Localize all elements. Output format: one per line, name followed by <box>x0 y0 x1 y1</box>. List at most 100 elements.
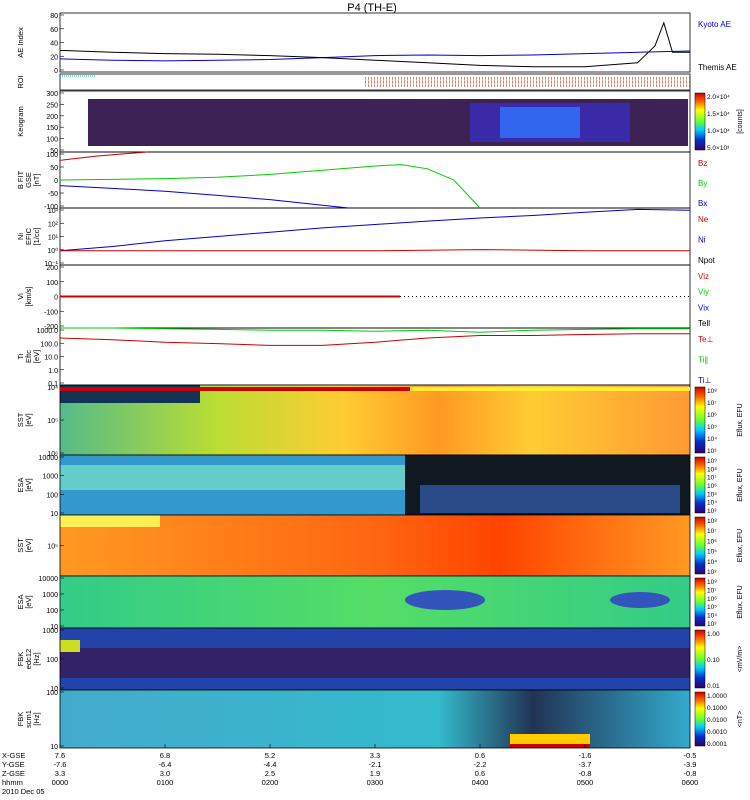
footer-value: -0.5 <box>684 751 697 760</box>
colorbar-tick-fbk_b: 0.0010 <box>707 729 727 736</box>
colorbar-tick-sst_e: 10⁸ <box>707 388 717 395</box>
fbk-e-start <box>60 640 80 652</box>
ylabel-fbk_b: [Hz] <box>32 712 41 725</box>
ytick-label-fbk_e: 100 <box>46 657 58 664</box>
colorbar-tick-keogram: 5.0×10³ <box>707 145 730 152</box>
panel-frame-ti <box>59 327 691 386</box>
colorbar-tick-esa_i: 10³ <box>707 621 717 628</box>
ytick-label-esa_e: 10000 <box>39 455 59 462</box>
colorbar-sst_e <box>694 386 706 454</box>
series-te- <box>59 333 690 346</box>
ytick-label-keogram: 100 <box>46 137 58 144</box>
panel-frame-ae <box>59 12 691 73</box>
footer-value: -2.1 <box>369 760 382 769</box>
tell-bar-2 <box>410 387 690 391</box>
ylabel-ti: Eftc <box>24 350 33 363</box>
sst-ion-spectrogram <box>60 515 690 576</box>
colorbar-tick-fbk_e: 0.10 <box>707 657 720 664</box>
footer-value: 0000 <box>52 778 69 787</box>
ytick-label-fbk_b: 100 <box>46 690 58 697</box>
chart-title: P4 (TH-E) <box>347 2 397 14</box>
footer-row-label: Y-GSE <box>2 760 25 769</box>
tell-bar <box>60 387 410 391</box>
ylabel-fbk_e: edc12 <box>24 649 33 669</box>
ytick-label-fbk_e: 1000 <box>42 628 58 635</box>
ytick-label-bfield: 100 <box>46 152 58 159</box>
footer-value: -2.2 <box>474 760 487 769</box>
footer-row-label: Z-GSE <box>2 769 25 778</box>
ytick-label-ni: 10³ <box>48 208 59 215</box>
ytick-label-esa_i: 1000 <box>42 592 58 599</box>
footer-value: -4.4 <box>264 760 277 769</box>
colorbar-tick-sst_e: 10⁷ <box>707 400 717 407</box>
ytick-label-ni: 10² <box>48 221 59 228</box>
ytick-label-keogram: 300 <box>46 91 58 98</box>
colorbar-tick-keogram: 1.5×10⁴ <box>707 111 730 118</box>
ytick-label-esa_i: 10 <box>50 624 58 631</box>
legend-vi: Viz <box>698 272 709 281</box>
ylabel-ni: [1/cc] <box>32 228 41 246</box>
colorbar-label-sst_i: Eflux, EFU <box>737 529 744 562</box>
colorbar-label-keogram: [counts] <box>737 109 744 134</box>
ytick-label-ti: 10.0 <box>44 355 58 362</box>
ytick-label-keogram: 200 <box>46 114 58 121</box>
ytick-label-ni: 10⁰ <box>47 247 58 255</box>
ylabel-esa_i: ESA <box>16 594 25 609</box>
colorbar-tick-fbk_b: 0.1000 <box>707 705 727 712</box>
series-bx <box>59 185 349 209</box>
ytick-label-esa_i: 10000 <box>39 576 59 583</box>
footer-value: -7.6 <box>54 760 67 769</box>
ytick-label-bfield: 50 <box>50 165 58 172</box>
colorbar-tick-fbk_e: 1.00 <box>707 631 720 638</box>
ylabel-sst_e: SST <box>16 412 25 427</box>
footer-value: 0500 <box>577 778 594 787</box>
footer-row-label: hhmm <box>2 778 23 787</box>
ytick-label-ae: 20 <box>50 54 58 61</box>
ylabel-vi: Vi <box>16 293 25 300</box>
ytick-label-esa_e: 100 <box>46 492 58 499</box>
ylabel-bfield: GSE <box>24 172 33 188</box>
series-ni <box>59 208 691 252</box>
colorbar-tick-esa_e: 10⁵ <box>707 491 717 498</box>
ytick-label-ae: 60 <box>50 27 58 34</box>
legend-ae: Themis AE <box>698 63 737 72</box>
ylabel-fbk_b: FBK <box>16 712 25 727</box>
colorbar-esa_i <box>694 577 706 627</box>
series-kyoto-ae <box>59 50 691 62</box>
ytick-label-esa_i: 100 <box>46 608 58 615</box>
ytick-label-fbk_b: 10 <box>50 744 58 751</box>
esa-electron-mid <box>420 485 680 513</box>
footer-value: 0.6 <box>475 751 485 760</box>
legend-vi: Viy <box>698 288 709 297</box>
ylabel-esa_e: ESA <box>16 477 25 492</box>
colorbar-tick-sst_i: 10⁴ <box>707 559 717 566</box>
legend-ti: Ti∥ <box>698 356 708 365</box>
colorbar-tick-esa_e: 10³ <box>707 508 717 515</box>
footer-value: 7.6 <box>55 751 65 760</box>
colorbar-tick-sst_e: 10⁵ <box>707 424 717 431</box>
footer-value: -3.9 <box>684 760 697 769</box>
colorbar-fbk_e <box>694 629 706 689</box>
ylabel-fbk_e: [Hz] <box>32 652 41 665</box>
ytick-label-ae: 40 <box>50 41 58 48</box>
footer-value: 0200 <box>262 778 279 787</box>
ytick-label-sst_e: 10⁵ <box>47 418 58 425</box>
ytick-label-sst_e: 10⁴ <box>47 385 58 392</box>
ylabel-keogram: Keogram <box>16 106 25 136</box>
colorbar-tick-sst_i: 10⁶ <box>707 538 717 545</box>
ytick-label-esa_e: 10 <box>50 511 58 518</box>
ytick-label-ni: 10⁻¹ <box>44 261 58 268</box>
ytick-label-bfield: 0 <box>54 178 58 185</box>
colorbar-tick-sst_i: 10⁷ <box>707 528 717 535</box>
footer-value: 3.3 <box>55 769 65 778</box>
series-ti <box>60 327 690 333</box>
colorbar-fbk_b <box>694 691 706 747</box>
ylabel-fbk_e: FBK <box>16 652 25 667</box>
colorbar-tick-esa_e: 10⁹ <box>707 458 717 465</box>
keogram-peak-region <box>500 107 580 138</box>
footer-value: 5.2 <box>265 751 275 760</box>
legend-ti: Te⊥ <box>698 335 713 344</box>
footer-value: 0600 <box>682 778 699 787</box>
